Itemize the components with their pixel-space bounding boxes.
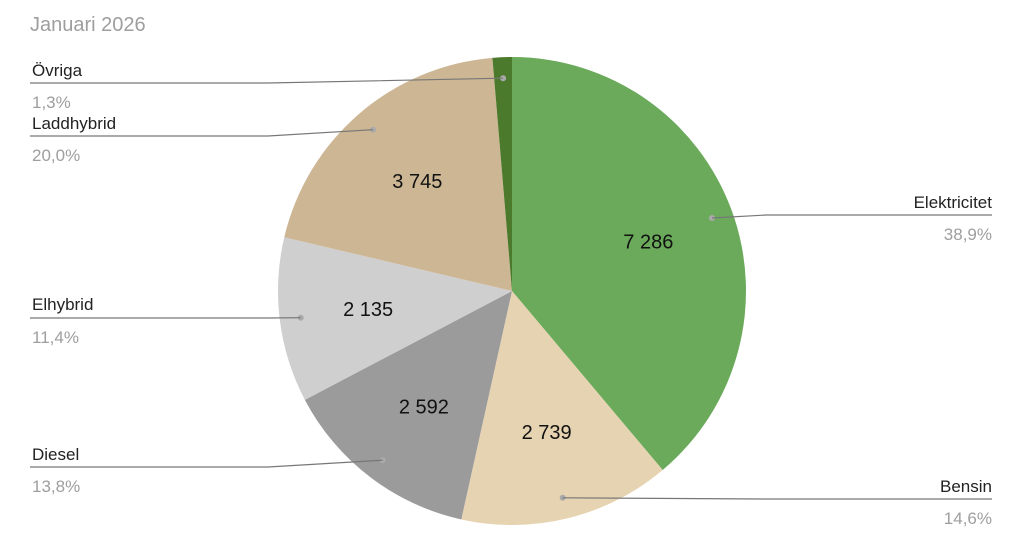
chart-title: Januari 2026 — [30, 14, 146, 36]
value-label-elektricitet: 7 286 — [623, 231, 673, 253]
value-label-bensin: 2 739 — [522, 422, 572, 444]
value-label-laddhybrid: 3 745 — [392, 171, 442, 193]
leader-line-elektricitet — [711, 214, 992, 219]
legend-percent-elektricitet: 38,9% — [944, 225, 992, 244]
leader-line-diesel — [30, 459, 383, 468]
pie-slices — [277, 57, 747, 525]
slice-ovriga — [492, 57, 512, 291]
legend-percent-ovriga: 1,3% — [32, 93, 71, 112]
slice-bensin — [461, 291, 663, 525]
legend-name-elhybrid: Elhybrid — [32, 295, 93, 314]
slice-elektricitet — [512, 57, 747, 471]
legend-percent-elhybrid: 11,4% — [32, 328, 79, 347]
legend-name-diesel: Diesel — [32, 445, 79, 464]
leader-line-laddhybrid — [30, 129, 374, 137]
slice-elhybrid — [277, 237, 512, 400]
legend-name-bensin: Bensin — [940, 477, 992, 496]
legend-name-ovriga: Övriga — [32, 61, 83, 80]
legend-percent-diesel: 13,8% — [32, 477, 80, 496]
leader-lines — [30, 75, 992, 501]
slice-laddhybrid — [284, 57, 512, 291]
slice-labels: 7 286 Elektricitet 38,9% 2 739 Bensin 14,6% 2 … — [32, 61, 992, 528]
legend-name-laddhybrid: Laddhybrid — [32, 114, 116, 133]
value-label-elhybrid: 2 135 — [343, 299, 393, 321]
legend-percent-bensin: 14,6% — [944, 509, 992, 528]
leader-line-ovriga — [30, 77, 504, 84]
legend-name-elektricitet: Elektricitet — [914, 193, 993, 212]
leader-line-bensin — [562, 497, 992, 500]
legend-percent-laddhybrid: 20,0% — [32, 146, 80, 165]
value-label-diesel: 2 592 — [399, 396, 449, 418]
